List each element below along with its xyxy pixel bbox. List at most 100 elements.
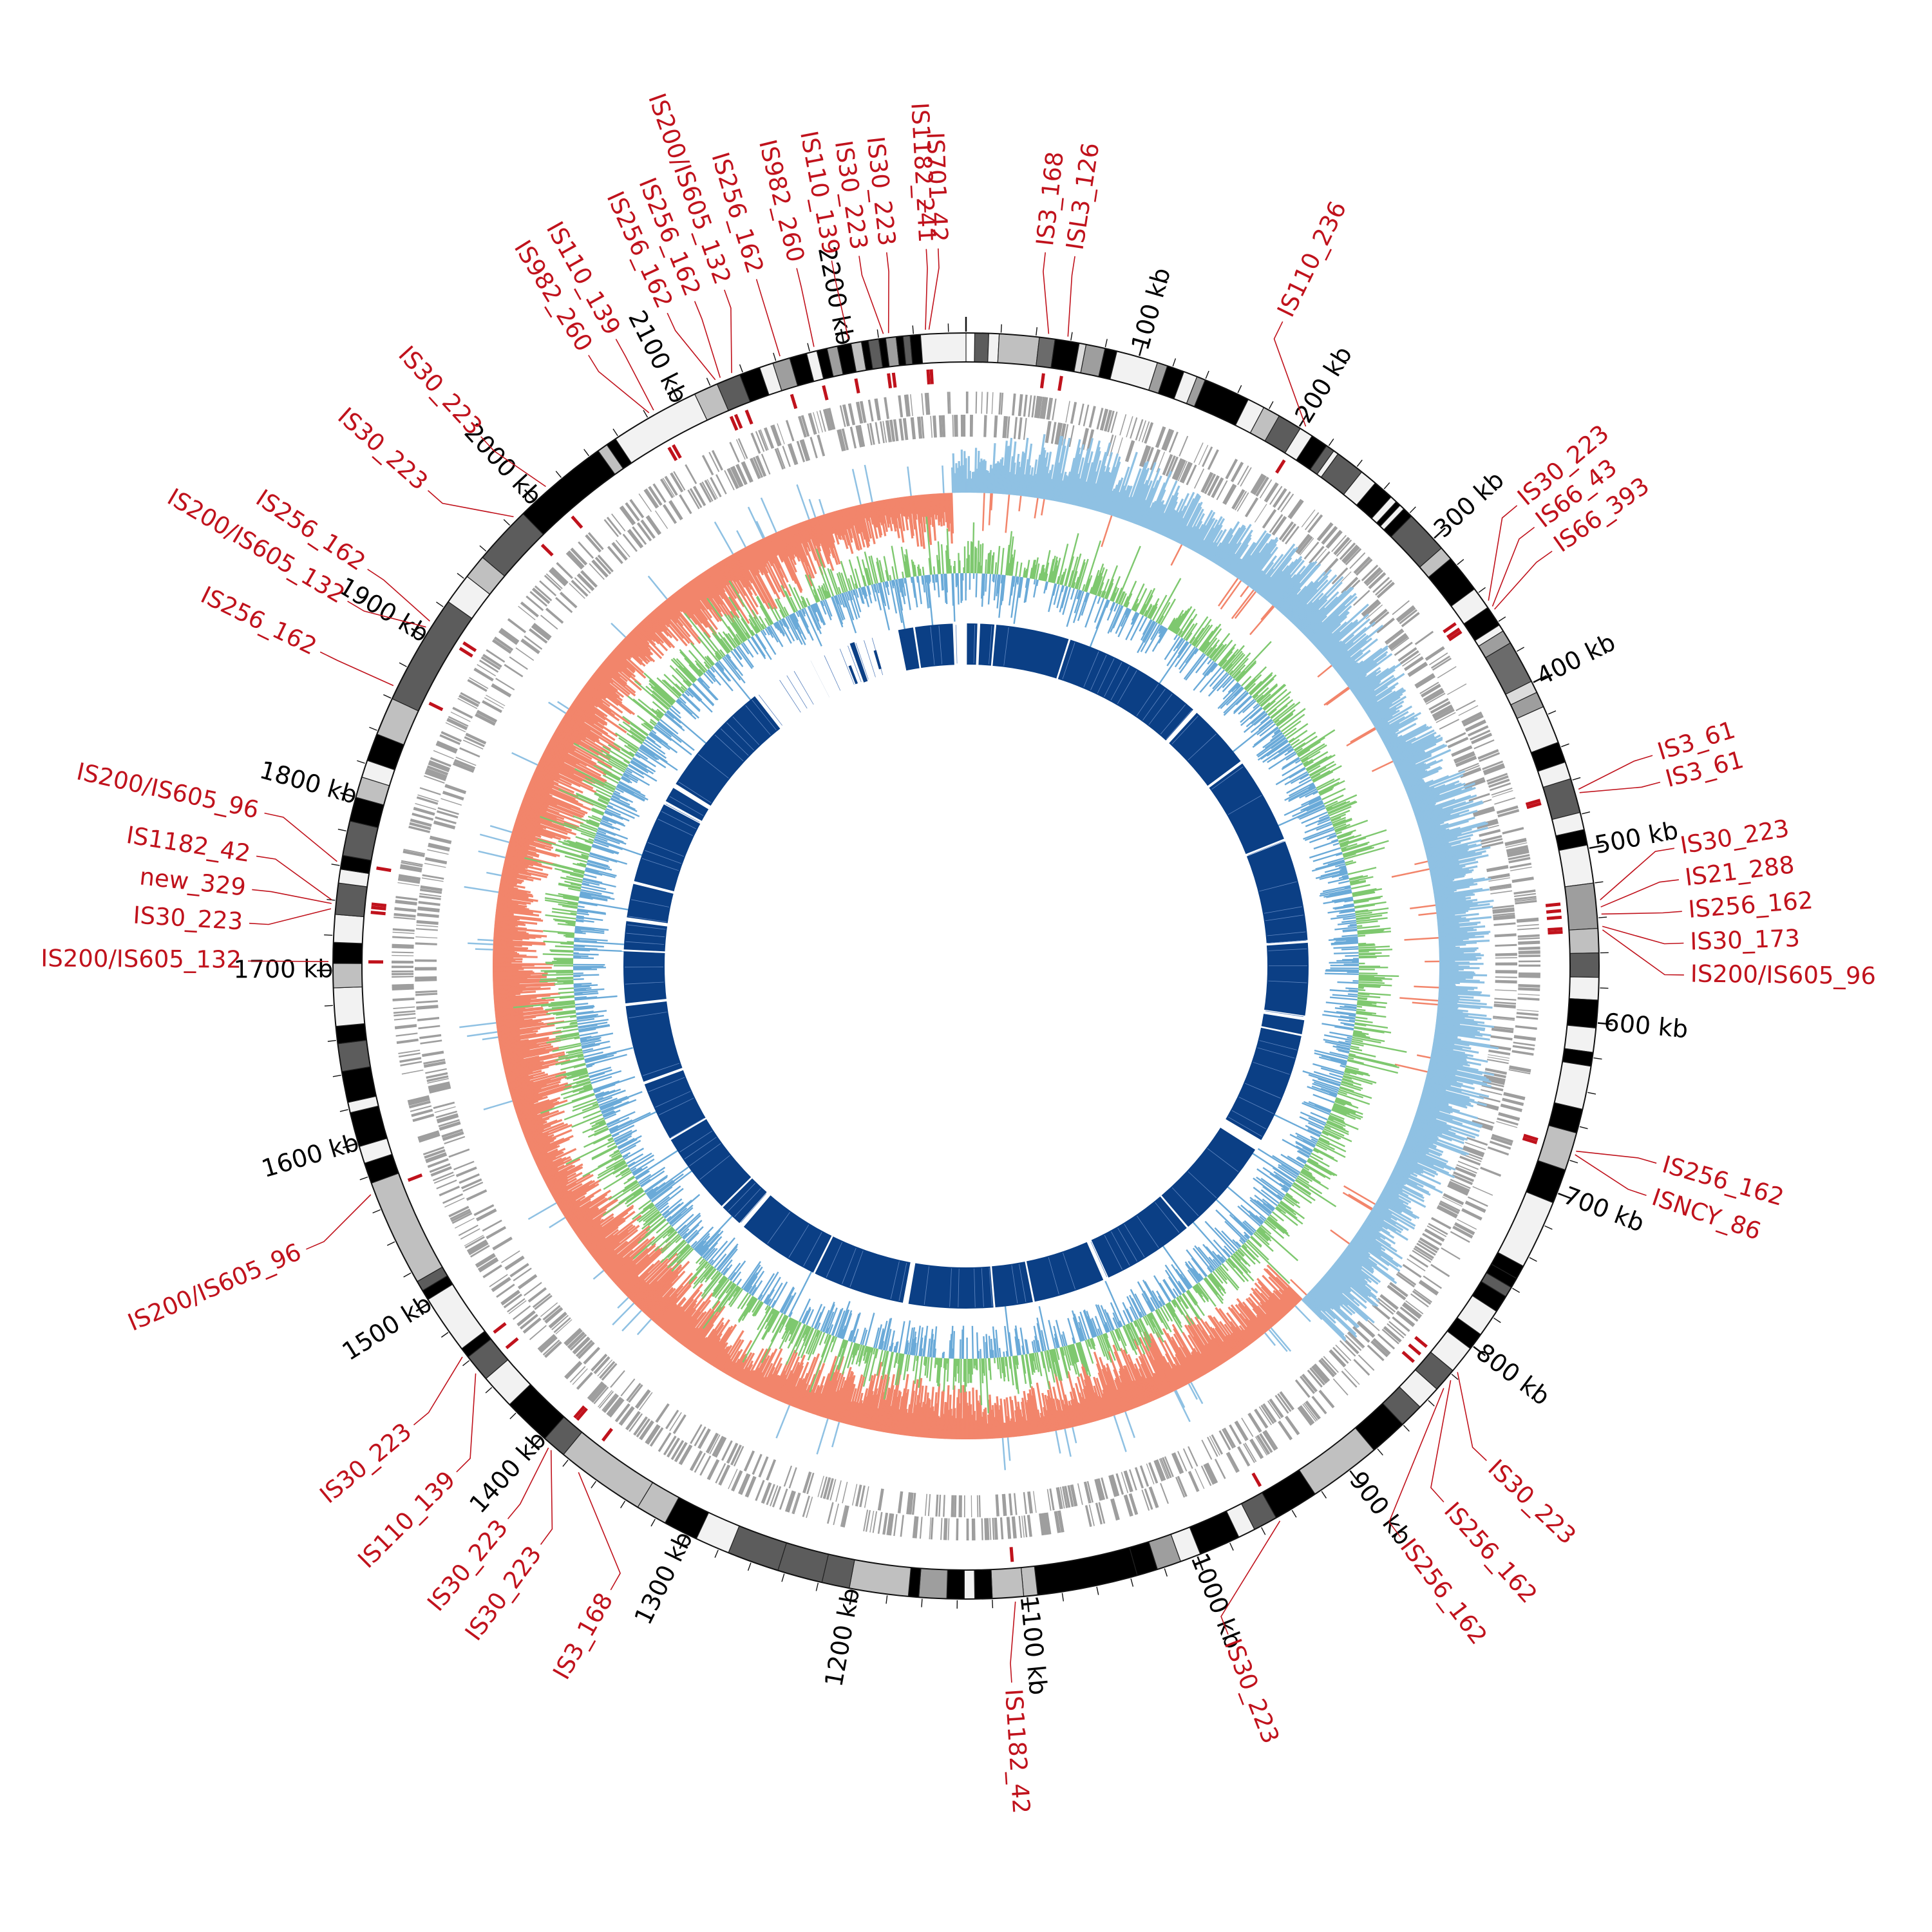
gc-content-bar xyxy=(1298,1156,1307,1163)
gene-feature xyxy=(672,1414,687,1434)
gc-content-bar xyxy=(1327,859,1345,866)
gc-skew-bar xyxy=(493,972,548,976)
gc-skew-bar xyxy=(833,511,842,536)
gc-content-bar xyxy=(1240,676,1252,687)
gene-feature xyxy=(690,1424,703,1444)
gc-content-bar xyxy=(1195,624,1213,649)
gc-content-bar xyxy=(1349,880,1359,884)
gene-feature xyxy=(1320,1358,1337,1376)
gc-skew-bar xyxy=(1026,474,1032,497)
gene-feature xyxy=(1492,1133,1513,1143)
gc-skew-bar xyxy=(1004,446,1010,495)
gc-content-bar xyxy=(1033,579,1038,598)
gc-content-bar xyxy=(1248,681,1263,694)
gc-skew-bar xyxy=(464,886,499,893)
gc-content-bar xyxy=(1235,684,1241,690)
gc-content-bar xyxy=(1151,627,1168,652)
gene-feature xyxy=(1484,1068,1508,1075)
gc-content-bar xyxy=(1072,1343,1079,1363)
gc-skew-bar xyxy=(580,1226,603,1243)
minor-tick xyxy=(1036,327,1037,336)
gene-feature xyxy=(435,1110,457,1119)
gc-content-bar xyxy=(1323,1126,1345,1137)
minor-tick xyxy=(1104,339,1108,348)
gc-content-bar xyxy=(1316,778,1335,789)
gc-skew-bar xyxy=(1278,1289,1296,1307)
gc-content-bar xyxy=(1350,1045,1359,1049)
gc-content-bar xyxy=(1186,1290,1205,1316)
gc-content-bar xyxy=(1238,699,1255,715)
gc-skew-bar xyxy=(766,1374,779,1397)
gc-skew-bar xyxy=(707,1325,734,1364)
gc-content-bar xyxy=(1302,1168,1313,1177)
gene-feature xyxy=(992,1517,995,1540)
gc-content-bar xyxy=(1091,1318,1099,1336)
gc-content-bar xyxy=(1117,1321,1121,1328)
gc-skew-bar xyxy=(554,729,600,756)
gc-content-bar xyxy=(1344,1069,1364,1076)
gene-feature xyxy=(436,1113,459,1122)
gc-content-bar xyxy=(1295,747,1303,753)
gc-skew-bar xyxy=(1128,468,1150,522)
gc-skew-bar xyxy=(838,509,850,546)
gc-content-bar xyxy=(1050,556,1058,583)
gc-skew-bar xyxy=(1439,980,1485,984)
gc-skew-bar xyxy=(640,1271,679,1312)
gc-content-bar xyxy=(1084,595,1097,628)
gc-skew-bar xyxy=(522,797,549,810)
gc-content-bar xyxy=(1016,576,1019,585)
gc-skew-bar xyxy=(1240,1329,1253,1345)
gc-content-bar xyxy=(1180,618,1193,638)
gene-feature xyxy=(484,697,504,709)
gc-content-bar xyxy=(1356,914,1383,920)
gc-skew-bar xyxy=(779,1356,800,1402)
gc-skew-bar xyxy=(1425,1081,1462,1093)
gc-skew-bar xyxy=(725,1350,741,1375)
gene-feature xyxy=(394,1024,417,1030)
gc-content-bar xyxy=(1327,908,1355,914)
gene-feature xyxy=(639,1392,653,1410)
gc-skew-bar xyxy=(507,1071,545,1083)
gc-skew-bar xyxy=(981,459,985,493)
gene-feature xyxy=(1207,1437,1218,1457)
gc-content-bar xyxy=(1025,578,1030,603)
gc-content-bar xyxy=(1073,1313,1084,1341)
gc-content-bar xyxy=(1204,1277,1218,1296)
gc-skew-bar xyxy=(893,1392,902,1434)
gene-feature xyxy=(643,489,659,509)
gc-content-bar xyxy=(1289,1188,1312,1204)
gc-skew-bar xyxy=(757,1363,773,1392)
gc-content-bar xyxy=(1072,1343,1079,1363)
gc-skew-bar xyxy=(1416,1110,1480,1133)
gene-feature xyxy=(1274,1395,1289,1414)
gene-feature xyxy=(500,627,520,643)
gc-skew-bar xyxy=(1435,907,1470,913)
gc-content-bar xyxy=(1338,880,1350,884)
gc-skew-bar xyxy=(688,1306,723,1351)
gene-feature xyxy=(392,976,414,978)
gc-content-bar xyxy=(1117,609,1132,638)
gc-skew-bar xyxy=(1420,1096,1449,1106)
gene-feature xyxy=(493,636,514,652)
gc-skew-bar xyxy=(1353,665,1396,696)
gene-feature xyxy=(1352,1325,1370,1343)
gc-content-bar xyxy=(1321,1132,1329,1136)
gc-skew-bar xyxy=(1439,982,1455,985)
gc-skew-bar xyxy=(497,902,527,908)
gc-skew-bar xyxy=(563,1198,591,1217)
gc-skew-bar xyxy=(999,1398,1005,1438)
gc-skew-bar xyxy=(1036,450,1046,498)
gc-content-bar xyxy=(1323,891,1352,898)
gc-content-bar xyxy=(1168,1276,1182,1296)
gc-skew-bar xyxy=(526,1124,573,1144)
contig-segment xyxy=(1568,927,1600,954)
gc-content-bar xyxy=(1171,1300,1177,1308)
gc-skew-bar xyxy=(497,1024,555,1035)
gc-skew-bar xyxy=(1220,580,1242,610)
gc-content-bar xyxy=(1177,641,1188,655)
gene-feature xyxy=(1472,1120,1494,1129)
gc-content-bar xyxy=(1298,1150,1310,1158)
gc-skew-bar xyxy=(1426,843,1477,858)
gc-skew-bar xyxy=(542,1158,581,1179)
gc-skew-bar xyxy=(1190,1354,1205,1376)
